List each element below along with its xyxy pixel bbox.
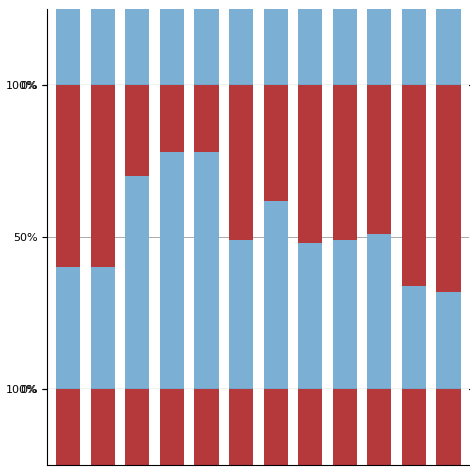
Bar <box>160 85 184 152</box>
X-axis label: Fortuynia atlantica: Fortuynia atlantica <box>184 412 332 427</box>
Bar <box>194 389 219 474</box>
Bar <box>437 85 461 292</box>
Bar <box>367 85 392 234</box>
Bar <box>333 389 357 474</box>
Bar <box>298 9 322 85</box>
Bar <box>437 9 461 85</box>
Bar <box>264 389 288 474</box>
Bar <box>437 389 461 474</box>
Bar <box>91 389 115 474</box>
Bar <box>367 389 392 474</box>
Bar <box>56 267 80 389</box>
Bar <box>125 389 149 474</box>
X-axis label: Alismobates inexpectatus: Alismobates inexpectatus <box>157 109 359 123</box>
Bar <box>160 389 184 474</box>
Bar <box>367 234 392 389</box>
Bar <box>194 152 219 389</box>
Bar <box>125 85 149 176</box>
Bar <box>160 9 184 85</box>
Bar <box>56 85 80 267</box>
Bar <box>333 85 357 240</box>
Bar <box>298 243 322 389</box>
Bar <box>125 9 149 85</box>
Bar <box>264 9 288 85</box>
Bar <box>125 176 149 389</box>
Bar <box>264 85 288 201</box>
Bar <box>402 85 426 285</box>
Bar <box>333 9 357 85</box>
Bar <box>229 85 253 240</box>
Bar <box>229 240 253 389</box>
Bar <box>56 389 80 474</box>
Bar <box>229 9 253 85</box>
Bar <box>333 240 357 389</box>
Bar <box>298 389 322 474</box>
Bar <box>402 389 426 474</box>
Bar <box>91 267 115 389</box>
Bar <box>194 9 219 85</box>
Bar <box>402 9 426 85</box>
Bar <box>437 292 461 389</box>
Bar <box>264 201 288 389</box>
Bar <box>298 85 322 243</box>
Bar <box>229 389 253 474</box>
Bar <box>367 9 392 85</box>
Bar <box>194 85 219 152</box>
Bar <box>91 9 115 85</box>
Bar <box>402 285 426 389</box>
Bar <box>160 152 184 389</box>
Bar <box>91 85 115 267</box>
Bar <box>56 9 80 85</box>
